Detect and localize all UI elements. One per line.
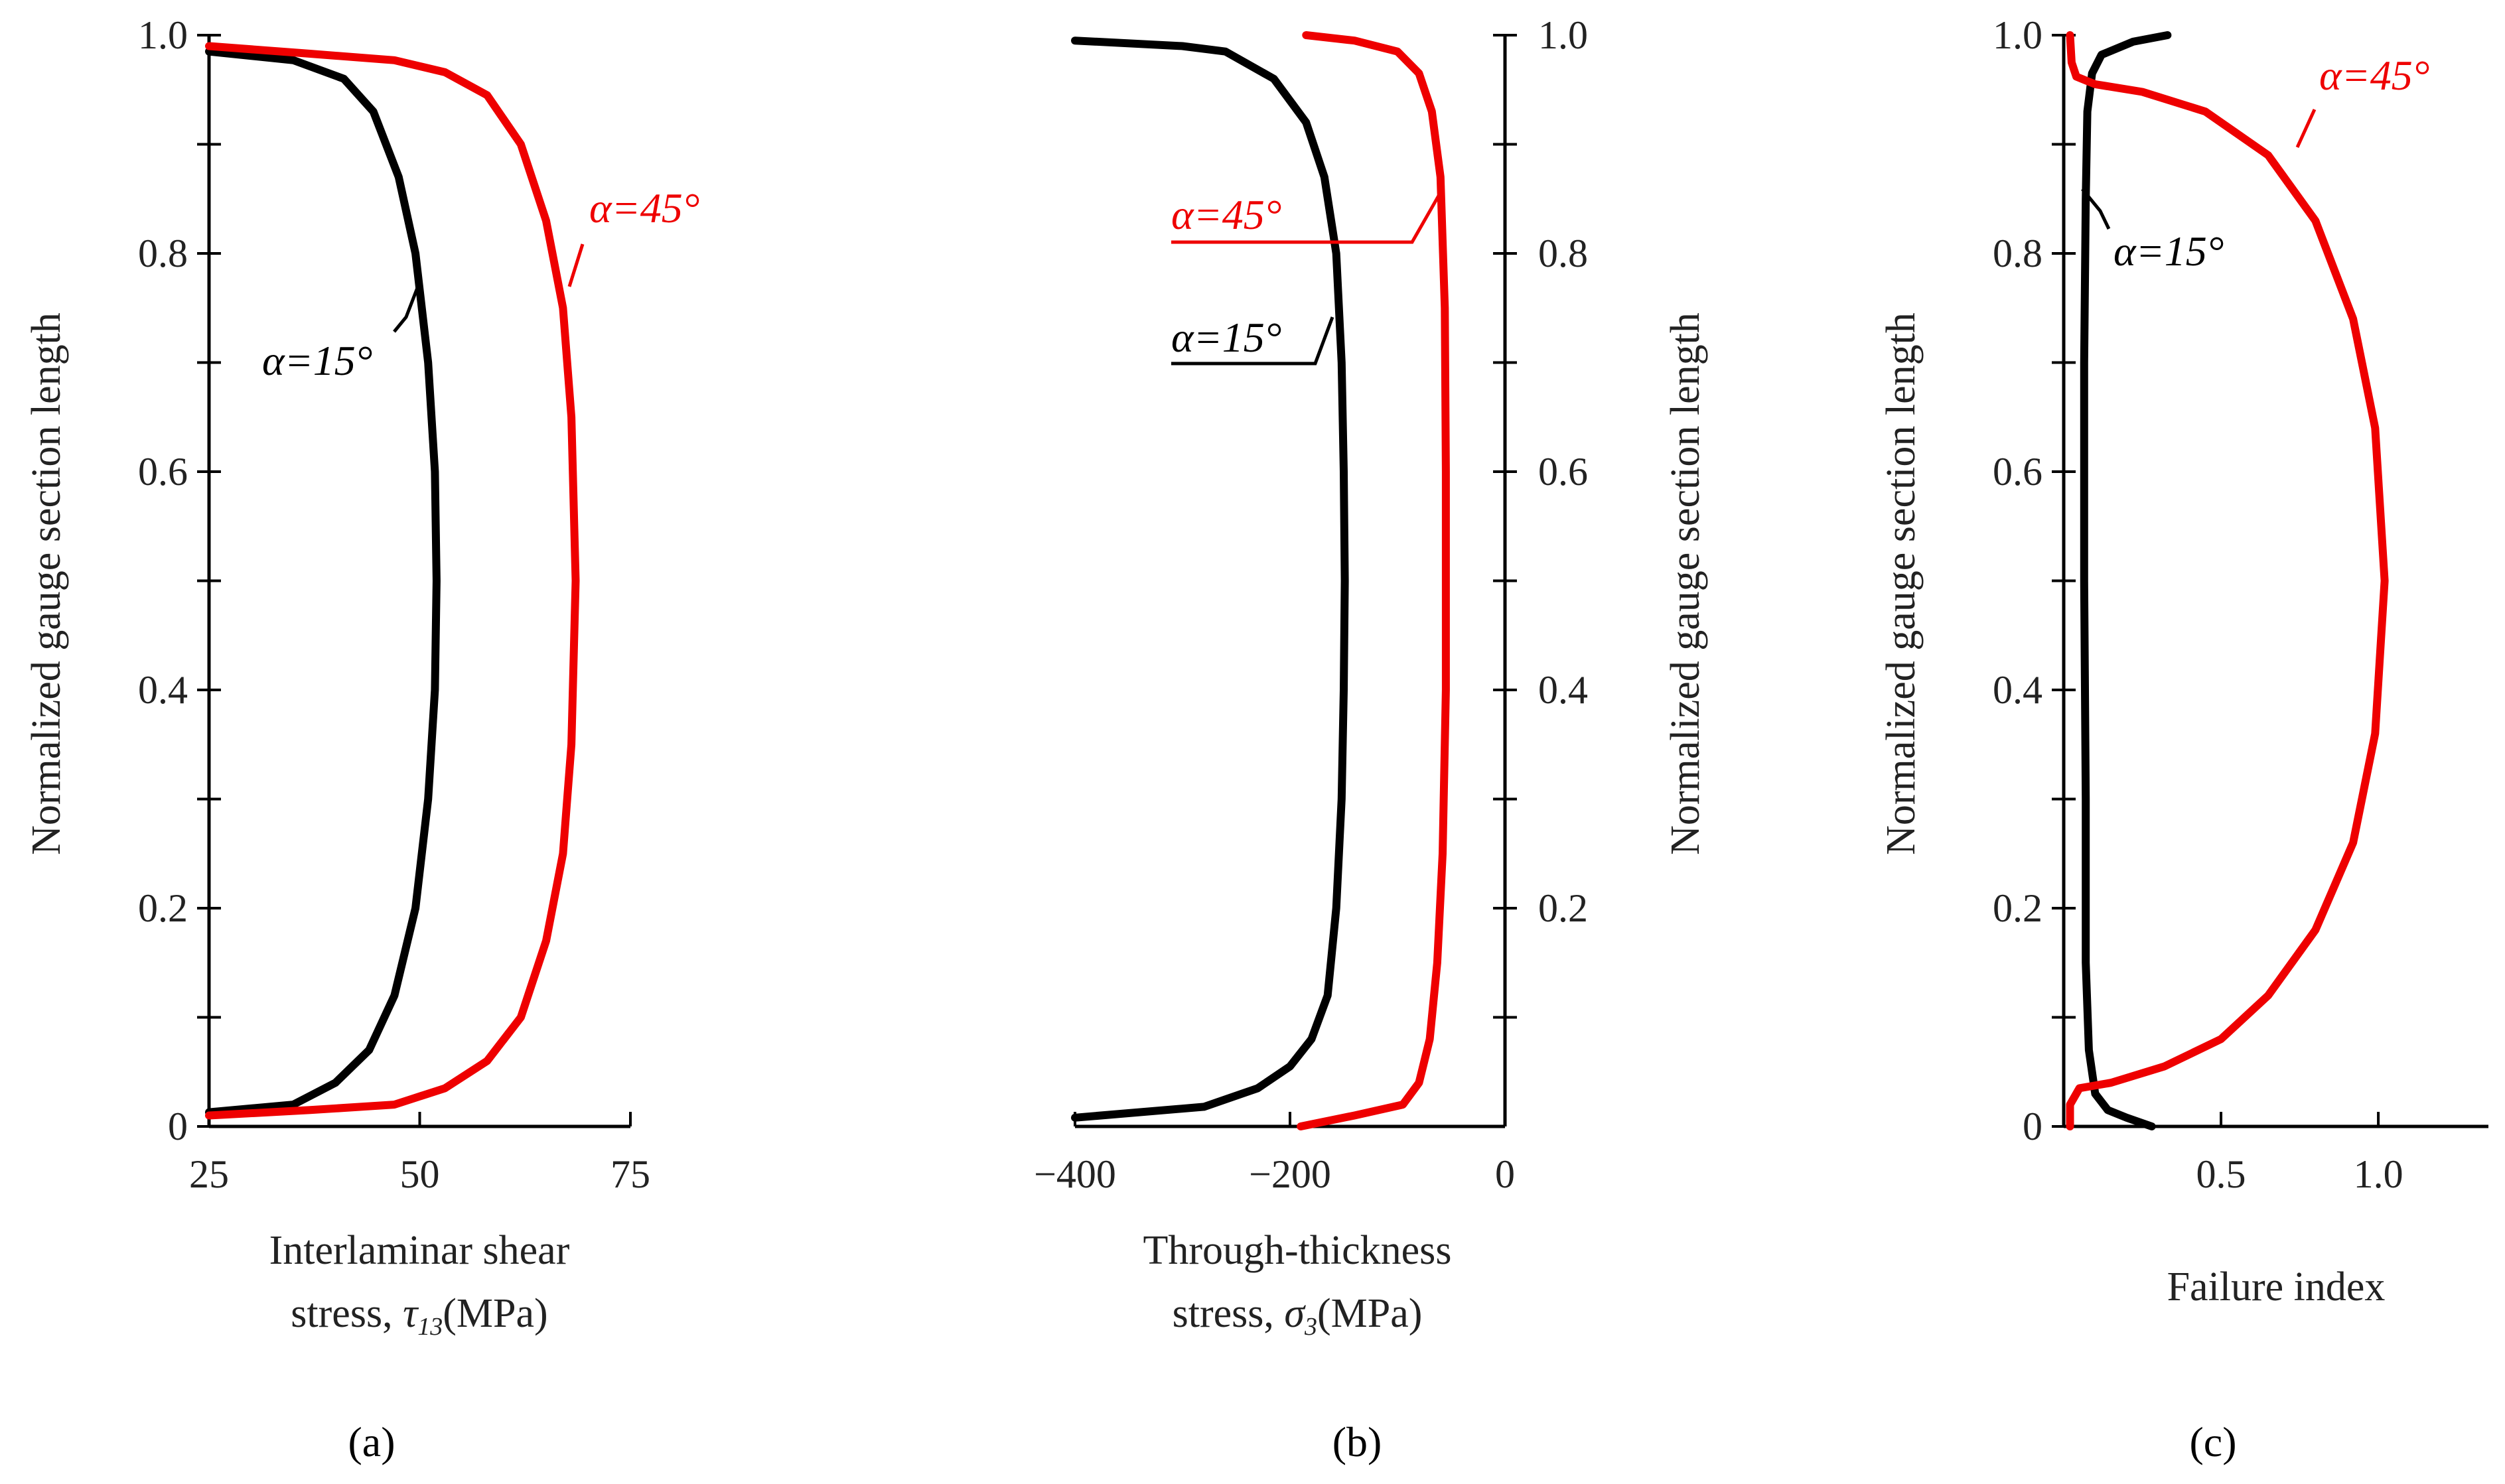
- chart-a-x-tick-label: 75: [610, 1152, 650, 1196]
- chart-b-panel-label: (b): [1332, 1418, 1382, 1465]
- chart-c-x-label: Failure index: [2167, 1264, 2386, 1310]
- chart-c-y-tick-label: 0: [2023, 1105, 2042, 1148]
- chart-b-x-label-line2: stress, σ3(MPa): [1173, 1291, 1423, 1341]
- chart-b-x-label-line1: Through-thickness: [1143, 1228, 1452, 1273]
- chart-b-y-tick-label: 0.6: [1538, 450, 1588, 494]
- chart-b: 0.2 0.4 0.6 0.8 1.0 −400 −200 0 Normalized gau…: [1034, 13, 1708, 1465]
- chart-a-y-tick-label: 0.4: [138, 668, 188, 712]
- chart-b-series-alpha15-line: [1071, 36, 1349, 1122]
- chart-c-annotation-alpha45: α=45°: [2319, 52, 2429, 99]
- chart-b-x-tick-label: 0: [1495, 1152, 1515, 1196]
- chart-c-x-tick-label: 0.5: [2196, 1152, 2246, 1196]
- chart-c-leader-alpha15: [2081, 188, 2111, 230]
- chart-b-series-alpha45-line: [1297, 31, 1450, 1130]
- chart-a-leader-alpha45: [567, 243, 585, 287]
- chart-b-x-tick-label: −400: [1034, 1152, 1116, 1196]
- chart-b-y-tick-label: 0.2: [1538, 886, 1588, 930]
- chart-a-series-alpha45-line: [205, 42, 580, 1120]
- chart-a-y-tick-label: 0.2: [138, 886, 188, 930]
- chart-c-annotation-alpha15: α=15°: [2113, 228, 2224, 275]
- chart-a-y-tick-label: 0.8: [138, 232, 188, 275]
- chart-c-x-tick-label: 1.0: [2354, 1152, 2403, 1196]
- chart-c-y-label: Normalized gauge section length: [1879, 312, 1924, 855]
- chart-b-leader-alpha15: [1171, 316, 1334, 366]
- chart-a-leader-alpha15: [393, 282, 421, 333]
- chart-c-y-tick-label: 0.6: [1993, 450, 2042, 494]
- chart-c: 0 0.2 0.4 0.6 0.8 1.0 0.5 1.0 Normalized gauge…: [1879, 13, 2488, 1465]
- chart-b-y-tick-label: 0.8: [1538, 232, 1588, 275]
- chart-b-annotation-alpha45: α=45°: [1171, 191, 1281, 238]
- chart-a-x-tick-label: 25: [189, 1152, 229, 1196]
- chart-a-annotation-alpha45: α=45°: [589, 184, 699, 232]
- chart-c-y-tick-label: 1.0: [1993, 13, 2042, 57]
- chart-a-x-label-line2: stress, τ13(MPa): [291, 1291, 547, 1341]
- chart-a-annotation-alpha15: α=15°: [262, 337, 372, 384]
- chart-b-y-tick-label: 0.4: [1538, 668, 1588, 712]
- chart-a-x-label-line1: Interlaminar shear: [269, 1228, 570, 1273]
- chart-a-series-alpha15-line: [205, 47, 441, 1116]
- chart-a-y-tick-label: 1.0: [138, 13, 188, 57]
- chart-a-x-tick-label: 50: [400, 1152, 440, 1196]
- chart-c-y-tick-label: 0.8: [1993, 232, 2042, 275]
- chart-a: 0 0.2 0.4 0.6 0.8 1.0 25 50 75 Normalized gauge…: [24, 13, 699, 1465]
- chart-b-x-tick-label: −200: [1249, 1152, 1331, 1196]
- chart-c-panel-label: (c): [2189, 1418, 2236, 1465]
- chart-a-y-tick-label: 0.6: [138, 450, 188, 494]
- chart-a-y-label: Normalized gauge section length: [24, 312, 69, 855]
- chart-b-y-tick-label: 1.0: [1538, 13, 1588, 57]
- chart-c-y-tick-label: 0.2: [1993, 886, 2042, 930]
- chart-c-series-alpha15-line: [2080, 31, 2172, 1130]
- chart-b-leader-alpha45: [1171, 194, 1441, 244]
- chart-c-leader-alpha45: [2295, 108, 2317, 149]
- chart-a-y-tick-label: 0: [168, 1105, 188, 1148]
- chart-b-annotation-alpha15: α=15°: [1171, 314, 1281, 361]
- chart-b-y-label: Normalized gauge section length: [1663, 312, 1708, 855]
- chart-c-series-alpha45-line: [2066, 31, 2389, 1130]
- chart-c-y-tick-label: 0.4: [1993, 668, 2042, 712]
- chart-a-panel-label: (a): [348, 1418, 395, 1465]
